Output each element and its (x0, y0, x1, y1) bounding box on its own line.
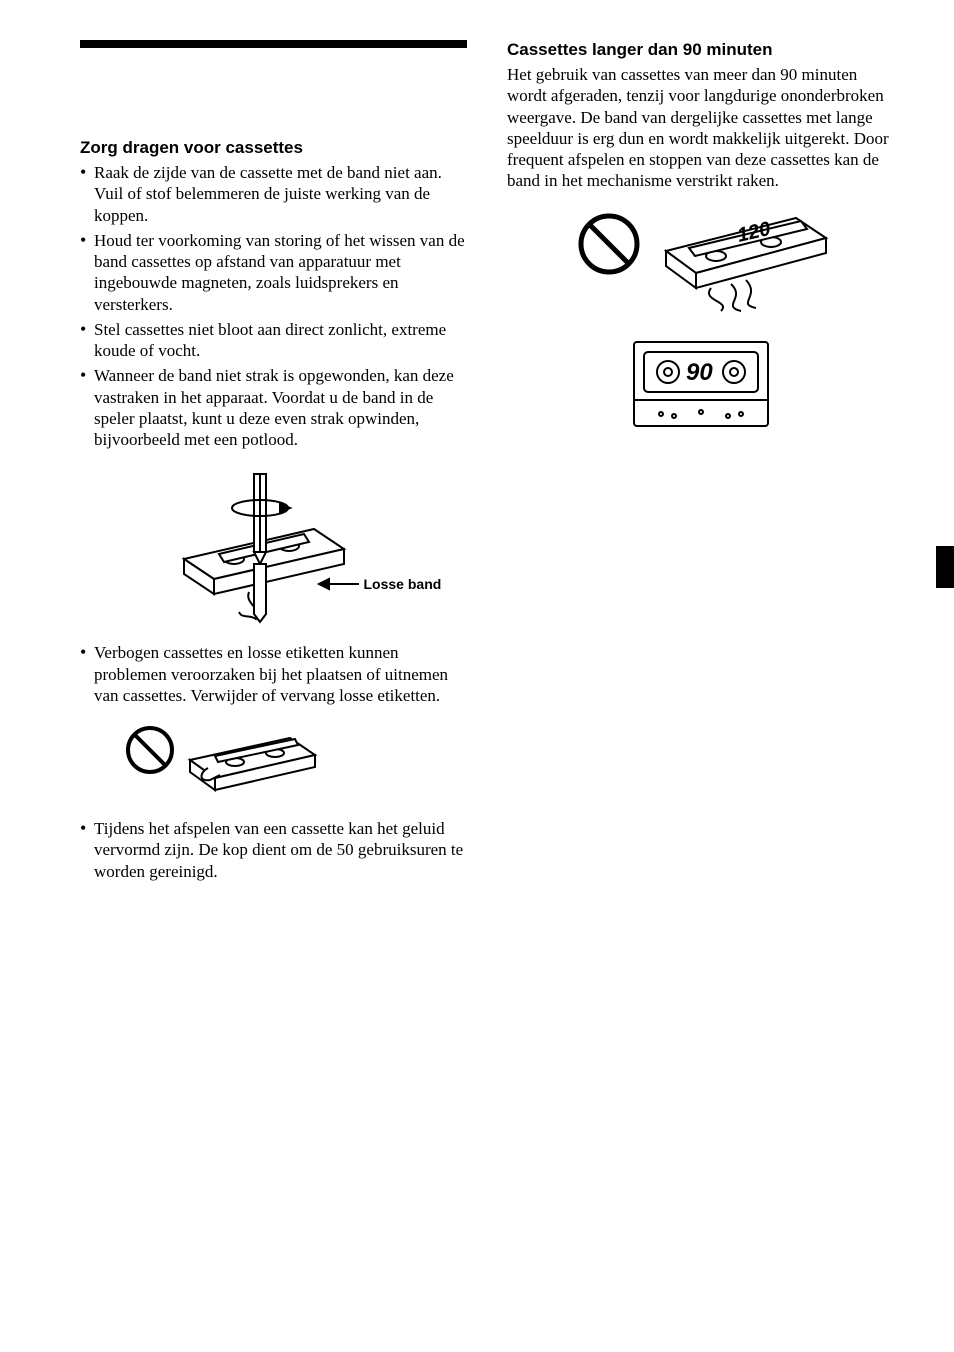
heading-left: Zorg dragen voor cassettes (80, 138, 467, 158)
figure-pencil-cassette: Losse band (80, 464, 467, 624)
list-item: Stel cassettes niet bloot aan direct zon… (80, 319, 467, 362)
bullets-b: Verbogen cassettes en losse etiketten ku… (80, 642, 467, 706)
bullets-a: Raak de zijde van de cassette met de ban… (80, 162, 467, 450)
list-item: Tijdens het afspelen van een cassette ka… (80, 818, 467, 882)
column-right: Cassettes langer dan 90 minuten Het gebr… (507, 40, 894, 886)
figure-caption-losse-band: Losse band (364, 576, 442, 592)
prohibited-cassette-icon (120, 720, 320, 800)
bullets-c: Tijdens het afspelen van een cassette ka… (80, 818, 467, 882)
pencil-cassette-icon (154, 464, 394, 624)
heading-right: Cassettes langer dan 90 minuten (507, 40, 894, 60)
c90-cassette-icon: 90 (626, 334, 776, 434)
list-item: Wanneer de band niet strak is opgewonden… (80, 365, 467, 450)
list-item: Verbogen cassettes en losse etiketten ku… (80, 642, 467, 706)
c90-label: 90 (686, 359, 713, 386)
paragraph-right: Het gebruik van cassettes van meer dan 9… (507, 64, 894, 192)
figure-c90-case: 90 (507, 334, 894, 434)
page: Zorg dragen voor cassettes Raak de zijde… (0, 0, 954, 926)
figure-prohibited-cassette (120, 720, 467, 800)
column-left: Zorg dragen voor cassettes Raak de zijde… (80, 40, 467, 886)
c120-cassette-icon: 120 (571, 206, 831, 316)
list-item: Raak de zijde van de cassette met de ban… (80, 162, 467, 226)
figure-c120-prohibited: 120 (507, 206, 894, 316)
list-item: Houd ter voorkoming van storing of het w… (80, 230, 467, 315)
side-tab-marker (936, 546, 954, 588)
section-rule (80, 40, 467, 48)
